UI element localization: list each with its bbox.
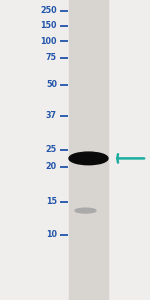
Text: 15: 15 xyxy=(46,197,57,206)
Text: 50: 50 xyxy=(46,80,57,89)
Text: 37: 37 xyxy=(46,111,57,120)
Bar xyxy=(69,0,108,300)
Text: 10: 10 xyxy=(46,230,57,239)
Text: 25: 25 xyxy=(46,146,57,154)
Ellipse shape xyxy=(75,208,96,213)
Text: 75: 75 xyxy=(46,53,57,62)
Text: 100: 100 xyxy=(40,37,57,46)
Text: 150: 150 xyxy=(40,21,57,30)
Text: 20: 20 xyxy=(46,162,57,171)
Text: 250: 250 xyxy=(40,6,57,15)
Ellipse shape xyxy=(69,152,108,165)
